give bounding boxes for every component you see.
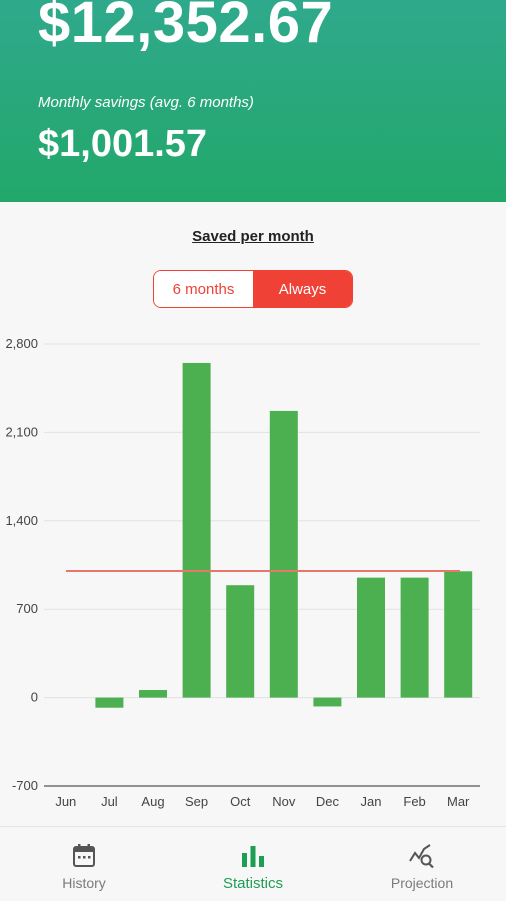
monthly-savings-label: Monthly savings (avg. 6 months) — [38, 94, 254, 111]
period-toggle: 6 months Always — [153, 270, 353, 308]
nav-history-label: History — [62, 875, 106, 891]
saved-per-month-chart: -700 0 700 1,400 2,100 2,800 Jun Jul Aug Sep Oct No… — [5, 336, 480, 809]
bar — [182, 362, 211, 698]
x-tick-label: Oct — [230, 794, 251, 809]
y-tick-label: 2,100 — [5, 424, 38, 439]
calendar-icon — [73, 844, 95, 867]
bottom-nav: History Statistics Projection — [0, 826, 506, 901]
trend-search-icon — [409, 844, 434, 869]
x-tick-label: Feb — [403, 794, 425, 809]
y-tick-label: 2,800 — [5, 336, 38, 351]
toggle-always[interactable]: Always — [253, 271, 352, 307]
y-tick-label: -700 — [12, 778, 38, 793]
x-tick-label: Jan — [361, 794, 382, 809]
bar — [400, 577, 429, 698]
section-title: Saved per month — [192, 228, 314, 245]
nav-statistics-label: Statistics — [222, 875, 283, 892]
bar — [139, 690, 167, 698]
summary-header: $12,352.67 Monthly savings (avg. 6 month… — [0, 0, 506, 202]
bar — [444, 571, 473, 698]
nav-projection[interactable]: Projection — [338, 827, 506, 901]
x-tick-label: Dec — [316, 794, 340, 809]
bar — [313, 697, 342, 707]
toggle-6-months[interactable]: 6 months — [154, 271, 253, 307]
nav-history[interactable]: History — [0, 827, 168, 901]
x-tick-label: Nov — [272, 794, 296, 809]
bar — [95, 697, 124, 708]
monthly-savings-value: $1,001.57 — [38, 123, 208, 165]
bar — [226, 585, 255, 698]
x-tick-label: Jun — [55, 794, 76, 809]
bar-chart-icon — [242, 846, 264, 867]
nav-statistics[interactable]: Statistics — [169, 827, 337, 901]
x-tick-label: Jul — [101, 794, 118, 809]
x-tick-label: Mar — [447, 794, 470, 809]
bar — [269, 410, 298, 698]
nav-projection-label: Projection — [390, 875, 454, 891]
x-tick-label: Sep — [185, 794, 208, 809]
y-tick-label: 700 — [16, 601, 38, 616]
total-savings: $12,352.67 — [38, 0, 334, 55]
y-tick-label: 0 — [31, 690, 38, 705]
x-tick-label: Aug — [141, 794, 164, 809]
bar — [357, 577, 385, 698]
y-tick-label: 1,400 — [5, 513, 38, 528]
